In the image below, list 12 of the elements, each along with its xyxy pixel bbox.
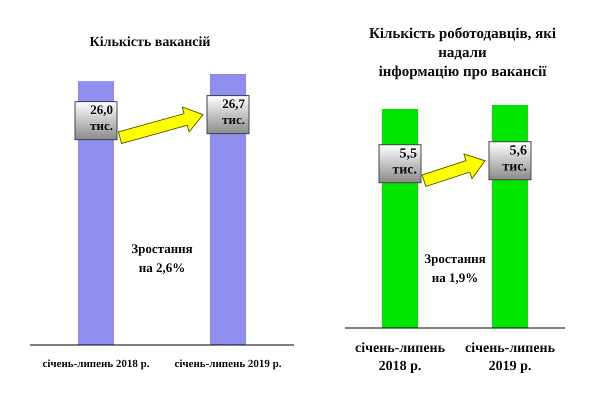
annotation: Зростання на 1,9% xyxy=(420,243,490,293)
data-label: 26,7 тис. xyxy=(222,96,246,127)
data-label: 5,5 тис. xyxy=(392,146,417,178)
x-tick-label: січень-липень 2019 р. xyxy=(464,340,556,376)
x-tick-label: січень-липень 2018 р. xyxy=(354,340,446,376)
x-tick-label: січень-липень 2018 р. xyxy=(41,357,151,371)
chart-title: Кількість вакансій xyxy=(88,34,212,52)
data-label: 26,0 тис. xyxy=(90,102,113,133)
x-tick-label: січень-липень 2019 р. xyxy=(173,357,283,371)
annotation: Зростання на 2,6% xyxy=(122,233,202,283)
chart-title: Кількість роботодавців, які надали інформацію про вакансії xyxy=(368,25,558,82)
data-label: 5,6 тис. xyxy=(502,144,527,175)
